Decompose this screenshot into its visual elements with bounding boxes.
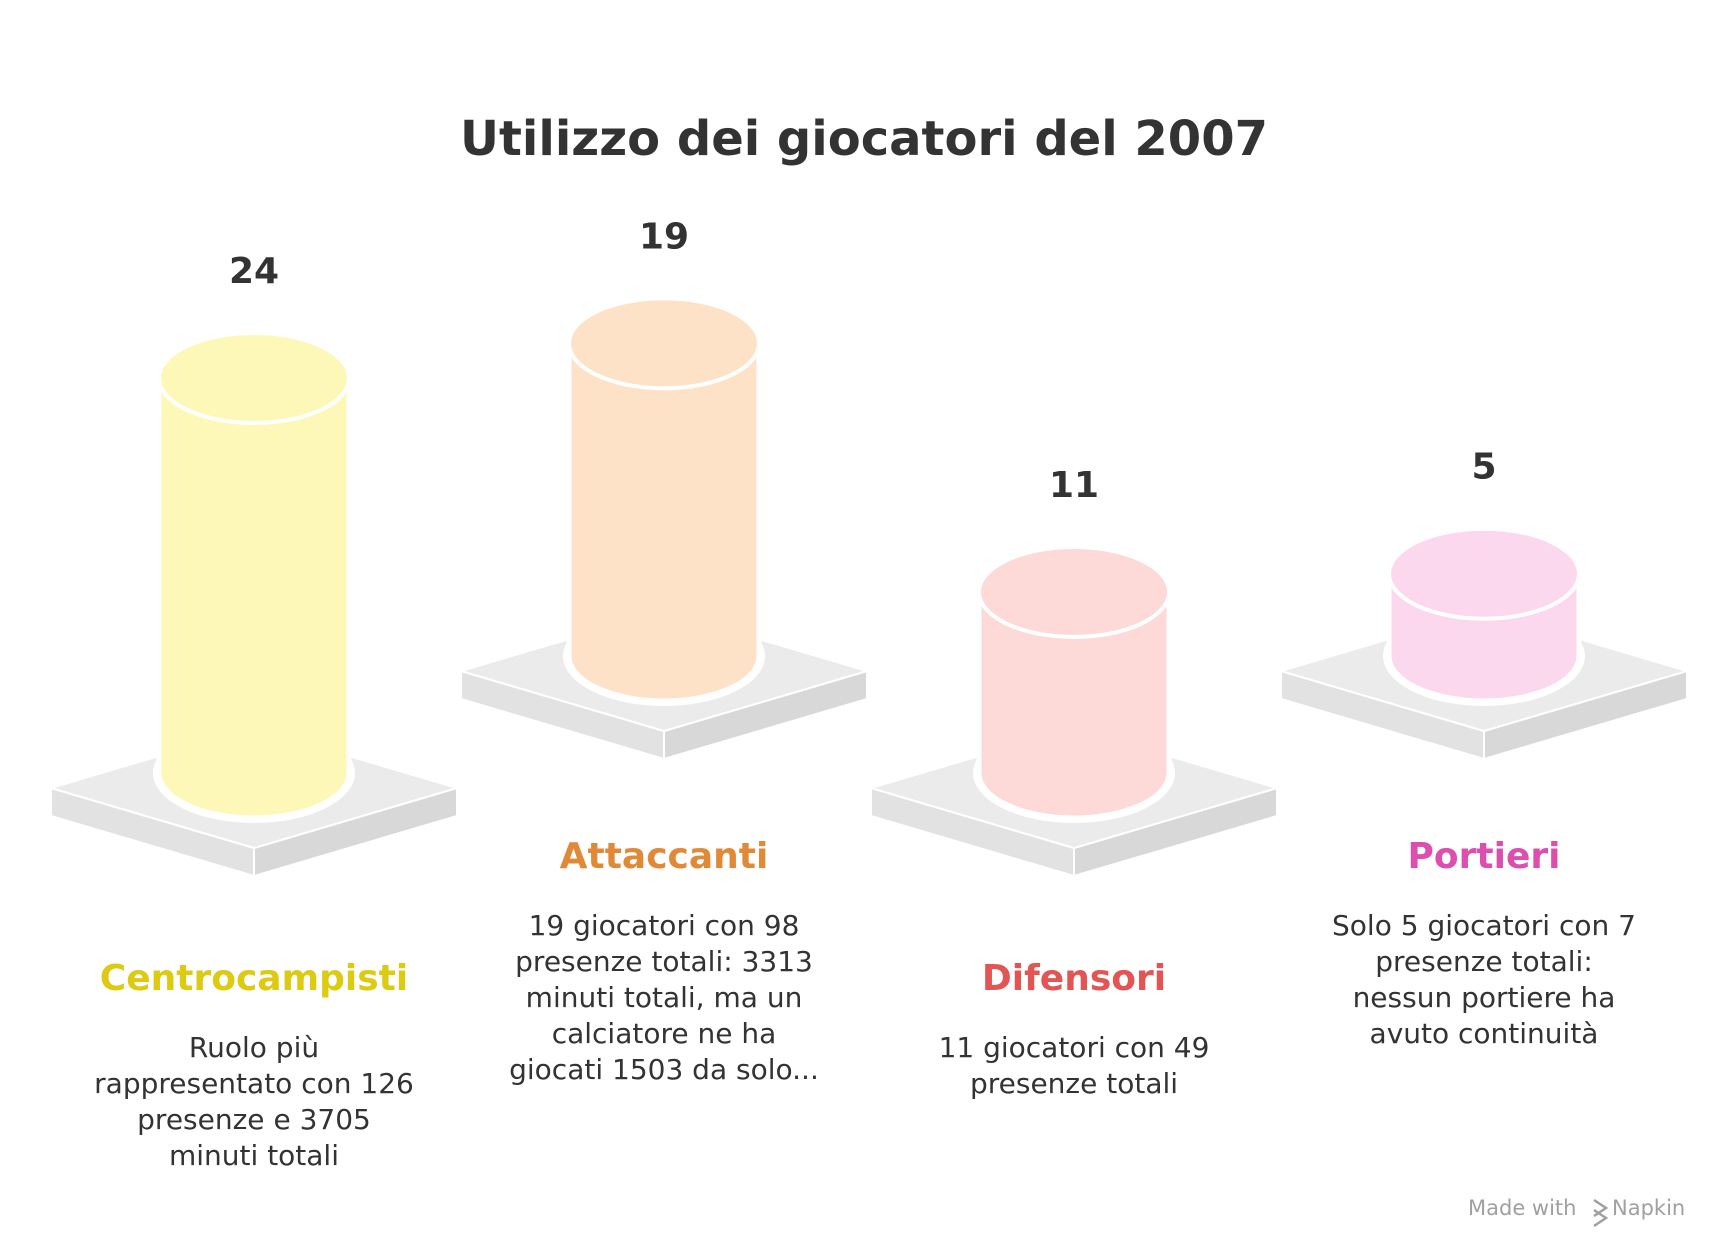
- value-label-attaccanti: 19: [639, 216, 689, 257]
- watermark[interactable]: Made with Napkin: [1468, 1196, 1685, 1228]
- description-line: presenze totali:: [1375, 945, 1593, 978]
- category-label-attaccanti: Attaccanti: [560, 836, 769, 877]
- value-label-difensori: 11: [1049, 465, 1099, 506]
- watermark-brand: Napkin: [1612, 1196, 1685, 1220]
- category-label-centrocampisti: Centrocampisti: [100, 958, 408, 999]
- value-label-centrocampisti: 24: [229, 251, 279, 292]
- description-line: minuti totali: [169, 1139, 339, 1172]
- bar-centrocampisti: [153, 331, 355, 823]
- description-line: 19 giocatori con 98: [529, 909, 800, 942]
- description-line: rappresentato con 126: [94, 1067, 414, 1100]
- bar-attaccanti: [563, 296, 765, 706]
- description-line: calciatore ne ha: [552, 1017, 777, 1050]
- description-line: 11 giocatori con 49: [939, 1031, 1210, 1064]
- description-line: minuti totali, ma un: [526, 981, 803, 1014]
- description-line: nessun portiere ha: [1353, 981, 1616, 1014]
- chart-title: Utilizzo dei giocatori del 2007: [460, 111, 1268, 167]
- value-label-portieri: 5: [1471, 447, 1496, 488]
- description-line: presenze totali: [970, 1067, 1178, 1100]
- category-label-difensori: Difensori: [982, 958, 1166, 999]
- bars-layer: [50, 296, 1688, 877]
- description-line: avuto continuità: [1370, 1017, 1599, 1050]
- description-line: presenze e 3705: [137, 1103, 371, 1136]
- bar-difensori: [973, 544, 1175, 823]
- watermark-prefix: Made with: [1468, 1196, 1576, 1220]
- description-line: Ruolo più: [189, 1031, 319, 1064]
- napkin-logo-icon: [1593, 1198, 1609, 1228]
- description-line: presenze totali: 3313: [515, 945, 813, 978]
- description-line: giocati 1503 da solo...: [509, 1053, 819, 1086]
- description-line: Solo 5 giocatori con 7: [1332, 909, 1636, 942]
- bar-portieri: [1383, 526, 1585, 706]
- category-label-portieri: Portieri: [1408, 836, 1561, 877]
